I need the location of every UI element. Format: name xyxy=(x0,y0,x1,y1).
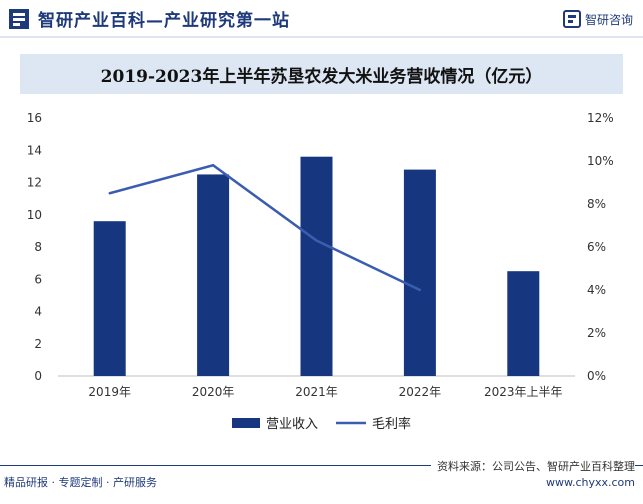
left-tick-label: 2 xyxy=(34,337,42,351)
revenue-bar xyxy=(93,221,126,376)
revenue-bar xyxy=(197,174,230,376)
left-tick-label: 4 xyxy=(34,305,42,319)
revenue-bars xyxy=(93,156,540,376)
zhiyan-mark-icon xyxy=(9,9,29,29)
left-tick-label: 10 xyxy=(27,208,42,222)
chart-title: 2019-2023年上半年苏垦农发大米业务营收情况（亿元） xyxy=(100,66,543,87)
gross-margin-point xyxy=(108,192,111,195)
gross-margin-point xyxy=(315,239,318,242)
left-tick-label: 6 xyxy=(34,272,42,286)
margin-line xyxy=(108,163,422,292)
footer-services: 精品研报 · 专题定制 · 产研服务 xyxy=(4,476,157,489)
right-tick-label: 2% xyxy=(587,326,606,340)
right-tick-label: 8% xyxy=(587,197,606,211)
legend-label-revenue: 营业收入 xyxy=(266,417,318,432)
right-tick-label: 12% xyxy=(587,111,614,125)
left-tick-label: 8 xyxy=(34,240,42,254)
footer-divider xyxy=(0,465,643,466)
revenue-bar xyxy=(300,156,333,376)
left-tick-label: 12 xyxy=(27,176,42,190)
right-tick-label: 4% xyxy=(587,283,606,297)
site-title: 智研产业百科—产业研究第一站 xyxy=(38,11,290,31)
data-source: 资料来源：公司公告、智研产业百科整理 xyxy=(431,458,635,474)
legend-swatch-revenue xyxy=(232,418,260,428)
right-y-axis: 0% 2% 4% 6% 8% 10% 12% xyxy=(587,111,614,383)
header-bar: 智研产业百科—产业研究第一站 智研咨询 xyxy=(0,0,643,38)
x-tick-label: 2019年 xyxy=(88,385,131,399)
left-tick-label: 16 xyxy=(27,111,42,125)
x-axis: 2019年 2020年 2021年 2022年 2023年上半年 xyxy=(58,375,575,399)
x-tick-label: 2020年 xyxy=(192,385,235,399)
chart-title-band: 2019-2023年上半年苏垦农发大米业务营收情况（亿元） xyxy=(20,54,623,94)
left-tick-label: 14 xyxy=(27,143,42,157)
chart-legend: 营业收入 毛利率 xyxy=(232,416,411,432)
gross-margin-line xyxy=(109,163,421,292)
brand-name: 智研咨询 xyxy=(584,12,633,27)
gross-margin-point xyxy=(211,164,215,167)
site-url[interactable]: www.chyxx.com xyxy=(545,476,635,489)
gross-margin-point xyxy=(418,288,422,292)
x-tick-label: 2022年 xyxy=(399,385,442,399)
left-tick-label: 0 xyxy=(34,369,42,383)
right-tick-label: 0% xyxy=(587,369,606,383)
revenue-bar xyxy=(403,169,436,376)
legend-label-margin: 毛利率 xyxy=(372,416,411,432)
right-tick-label: 10% xyxy=(587,154,614,168)
right-tick-label: 6% xyxy=(587,240,606,254)
brand-logo[interactable]: 智研咨询 xyxy=(562,9,633,29)
x-tick-label: 2021年 xyxy=(295,385,338,399)
revenue-bar xyxy=(507,271,540,376)
left-y-axis: 0 2 4 6 8 10 12 14 16 xyxy=(27,111,42,383)
header-divider xyxy=(0,36,643,38)
x-tick-label: 2023年上半年 xyxy=(484,385,563,399)
zhiyan-logo-icon xyxy=(562,10,581,28)
